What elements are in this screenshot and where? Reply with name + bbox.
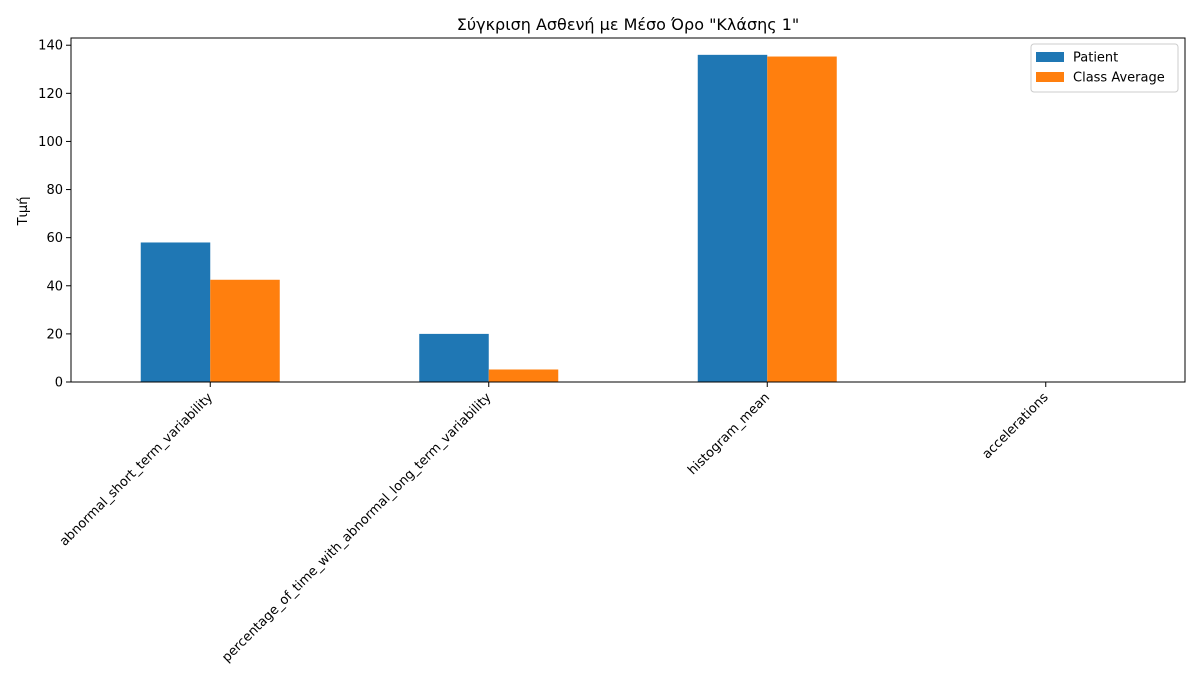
chart-title: Σύγκριση Ασθενή με Μέσο Όρο "Κλάσης 1" [457, 15, 799, 34]
legend-label: Class Average [1073, 71, 1165, 86]
bar-patient-1 [419, 333, 489, 382]
y-tick-label: 20 [46, 327, 63, 342]
y-tick-label: 100 [38, 135, 63, 150]
plot-frame [70, 37, 1186, 383]
legend-swatch [1036, 72, 1064, 82]
legend-label: Patient [1073, 51, 1118, 66]
y-axis-label: Τιμή [16, 197, 31, 227]
bar-patient-2 [697, 54, 768, 382]
x-tick-label: histogram_mean [685, 390, 773, 478]
legend: Patient Class Average [1030, 43, 1179, 93]
legend-box [1030, 43, 1179, 93]
y-tick-label: 140 [38, 39, 63, 54]
plot-area: 0 20 40 60 80 100 120 140 abnormal_short_term_va… [38, 37, 1186, 665]
x-tick-label: abnormal_short_term_variability [57, 390, 216, 549]
y-tick-label: 0 [55, 376, 63, 391]
x-tick-label: accelerations [980, 390, 1052, 462]
bar-class-average-1 [488, 369, 559, 382]
bar-class-average-2 [767, 56, 837, 383]
y-tick-label: 80 [46, 183, 63, 198]
x-tick-label: percentage_of_time_with_abnormal_long_te… [219, 390, 494, 665]
bar-patient-0 [140, 242, 211, 382]
bar-class-average-0 [210, 279, 280, 382]
y-tick-label: 40 [46, 279, 63, 294]
legend-swatch [1036, 52, 1064, 62]
y-tick-label: 120 [38, 87, 63, 102]
y-tick-label: 60 [46, 231, 63, 246]
